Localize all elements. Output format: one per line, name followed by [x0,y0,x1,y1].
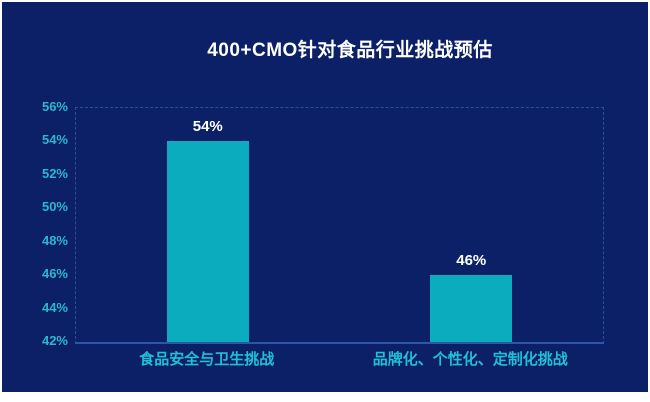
y-tick-label: 42% [41,333,68,348]
category-label: 食品安全与卫生挑战 [139,351,275,368]
bar [166,141,249,342]
y-tick-label: 56% [41,99,68,114]
y-tick-label: 54% [41,132,68,148]
bar-value-label: 46% [456,252,487,270]
y-tick-label: 44% [41,299,68,315]
chart-panel: 400+CMO针对食品行业挑战预估 56% 54% 52% 50% 48% 46% 44% 4… [2,2,648,392]
bar [430,275,513,342]
category-label: 品牌化、个性化、定制化挑战 [372,351,568,368]
bar-value-label: 54% [192,118,223,136]
plot-area: 54% 46% [75,107,604,344]
y-tick-label: 46% [41,266,68,282]
y-tick-label: 50% [41,199,68,215]
y-tick-label: 52% [41,165,68,181]
chart-title: 400+CMO针对食品行业挑战预估 [207,40,493,61]
y-tick-label: 48% [41,232,68,248]
